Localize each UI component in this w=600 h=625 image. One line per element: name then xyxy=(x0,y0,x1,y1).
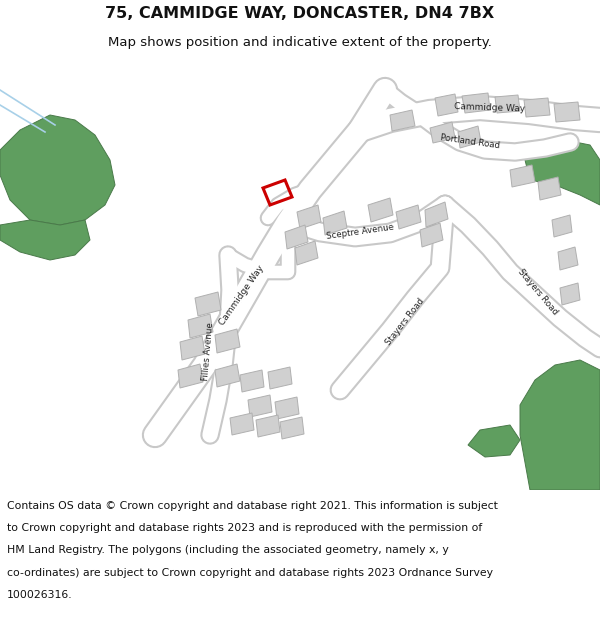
Polygon shape xyxy=(230,413,254,435)
Text: co-ordinates) are subject to Crown copyright and database rights 2023 Ordnance S: co-ordinates) are subject to Crown copyr… xyxy=(7,568,493,578)
Text: Stayers Road: Stayers Road xyxy=(384,297,426,348)
Polygon shape xyxy=(240,370,264,392)
Polygon shape xyxy=(430,122,455,143)
Polygon shape xyxy=(538,177,561,200)
Polygon shape xyxy=(462,93,490,113)
Polygon shape xyxy=(368,198,393,222)
Text: 100026316.: 100026316. xyxy=(7,590,73,600)
Polygon shape xyxy=(458,126,481,148)
Polygon shape xyxy=(178,364,203,388)
Polygon shape xyxy=(435,94,458,116)
Polygon shape xyxy=(468,425,520,457)
Text: Cammidge Way: Cammidge Way xyxy=(454,102,526,114)
Text: Portland Road: Portland Road xyxy=(440,133,500,151)
Polygon shape xyxy=(390,110,415,131)
Polygon shape xyxy=(275,397,299,419)
Text: HM Land Registry. The polygons (including the associated geometry, namely x, y: HM Land Registry. The polygons (includin… xyxy=(7,546,449,556)
Polygon shape xyxy=(256,415,280,437)
Polygon shape xyxy=(420,223,443,247)
Text: Map shows position and indicative extent of the property.: Map shows position and indicative extent… xyxy=(108,36,492,49)
Polygon shape xyxy=(396,205,421,229)
Polygon shape xyxy=(268,367,292,389)
Polygon shape xyxy=(215,364,240,387)
Polygon shape xyxy=(495,95,520,113)
Text: Contains OS data © Crown copyright and database right 2021. This information is : Contains OS data © Crown copyright and d… xyxy=(7,501,498,511)
Text: Sceptre Avenue: Sceptre Avenue xyxy=(326,222,394,241)
Polygon shape xyxy=(297,205,321,229)
Polygon shape xyxy=(425,202,448,227)
Polygon shape xyxy=(524,98,550,117)
Text: 75, CAMMIDGE WAY, DONCASTER, DN4 7BX: 75, CAMMIDGE WAY, DONCASTER, DN4 7BX xyxy=(106,6,494,21)
Polygon shape xyxy=(323,211,347,235)
Polygon shape xyxy=(0,115,115,225)
Polygon shape xyxy=(215,329,240,353)
Polygon shape xyxy=(188,314,213,338)
Polygon shape xyxy=(558,247,578,270)
Polygon shape xyxy=(510,165,535,187)
Text: to Crown copyright and database rights 2023 and is reproduced with the permissio: to Crown copyright and database rights 2… xyxy=(7,523,482,533)
Polygon shape xyxy=(525,140,600,205)
Polygon shape xyxy=(195,292,221,316)
Polygon shape xyxy=(248,395,272,417)
Text: Fillies Avenue: Fillies Avenue xyxy=(201,322,215,382)
Polygon shape xyxy=(0,220,90,260)
Polygon shape xyxy=(552,215,572,237)
Polygon shape xyxy=(280,417,304,439)
Polygon shape xyxy=(520,360,600,490)
Text: Stayers Road: Stayers Road xyxy=(516,268,560,317)
Polygon shape xyxy=(285,225,308,249)
Polygon shape xyxy=(554,102,580,122)
Polygon shape xyxy=(180,336,205,360)
Polygon shape xyxy=(560,283,580,305)
Text: Cammidge Way: Cammidge Way xyxy=(218,263,266,327)
Polygon shape xyxy=(295,241,318,265)
